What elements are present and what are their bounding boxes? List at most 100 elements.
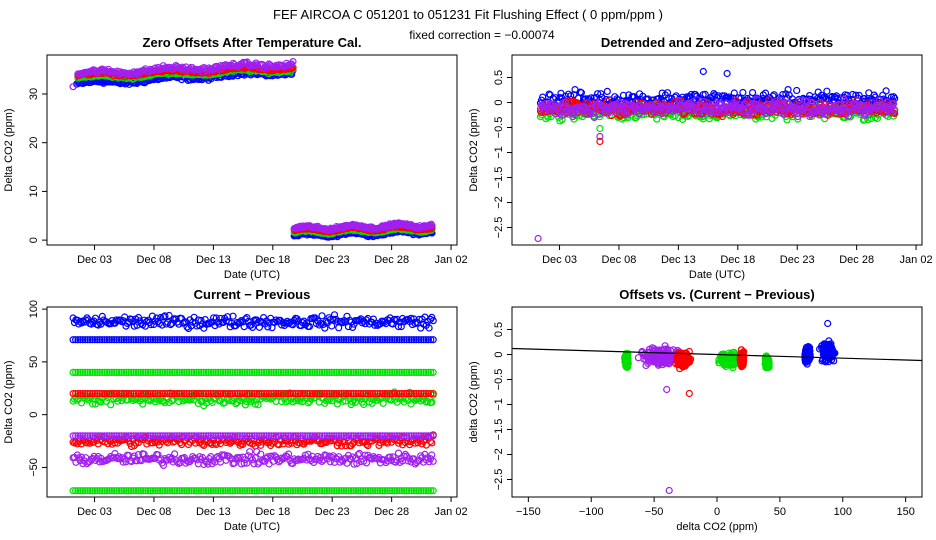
data-point [241,401,250,409]
data-point-blue [730,89,738,97]
data-point-purple [722,103,730,111]
data-point [246,390,254,398]
data-point [74,432,82,440]
data-point [236,390,244,398]
data-point [183,432,191,440]
data-point [325,396,333,404]
data-point-blue [597,90,605,98]
data-point [96,390,104,398]
data-point [250,336,258,344]
data-point-purple [859,102,868,110]
data-point [323,336,331,344]
data-point [200,390,208,398]
data-point [275,390,283,398]
data-point [282,336,290,344]
p2-x-tick-label: Dec 03 [542,254,577,266]
data-point [146,487,155,495]
data-point [323,390,331,398]
data-point [231,432,239,440]
data-point [91,487,99,495]
data-point [112,487,121,495]
data-point [159,461,168,469]
p3-y-axis-label: Delta CO2 (ppm) [3,360,15,443]
data-point [225,397,233,405]
data-point [378,390,387,398]
data-point [202,432,210,440]
data-point [134,336,142,344]
data-point [113,455,122,463]
data-point [207,336,215,344]
data-point [299,487,307,495]
data-point [93,368,101,376]
data-point [265,336,273,344]
data-point [207,432,215,440]
data-point [71,432,80,440]
data-point [415,487,423,495]
data-point [328,322,336,330]
data-point [254,401,262,409]
data-point [69,368,77,376]
data-point [224,390,232,398]
data-point [168,432,176,440]
data-point [359,336,367,344]
data-point [233,390,242,398]
data-point [209,368,217,376]
data-point [304,390,312,398]
data-point [214,390,222,398]
data-point [195,487,203,495]
data-point [108,487,116,495]
data-point [103,432,111,440]
data-point [91,368,99,376]
data-point [318,432,326,440]
data-point [305,322,314,331]
data-point [125,368,133,376]
data-point [359,368,367,376]
data-point [98,368,106,376]
data-point [147,321,155,329]
data-point [371,432,379,440]
data-point [386,432,394,440]
p4-x-tick-label: −150 [516,506,541,518]
data-point [163,432,171,440]
data-point [214,368,222,376]
data-point [157,313,165,322]
data-point [392,316,400,325]
data-point [144,390,152,398]
data-point [388,432,396,440]
data-point [88,432,97,440]
data-point [318,336,326,344]
data-point [420,368,428,376]
data-point [144,487,152,495]
data-point [291,390,300,398]
data-point [246,368,254,376]
data-point [429,390,437,398]
data-point [117,336,126,344]
data-point [204,487,213,495]
data-point [262,368,271,376]
data-point [115,368,123,376]
data-point [209,336,217,344]
data-point [398,487,406,495]
data-point [217,487,225,495]
data-point [102,397,111,405]
data-point [238,390,246,398]
data-point [217,390,225,398]
outlier-point [723,69,731,78]
p1-x-tick-label: Dec 18 [255,254,290,266]
p3-y-tick-label: 100 [28,300,40,318]
data-point [238,368,246,376]
data-point [304,450,312,458]
data-point [393,336,401,344]
data-point-purple [590,113,598,122]
data-point [236,318,244,326]
data-point [270,432,278,440]
data-point [354,368,362,376]
data-point [383,439,391,447]
data-point [183,368,191,376]
data-point [248,487,256,495]
data-point [272,390,280,398]
data-point [161,390,169,398]
data-point [139,400,147,408]
data-point-blue [770,91,778,99]
data-point [412,336,420,344]
